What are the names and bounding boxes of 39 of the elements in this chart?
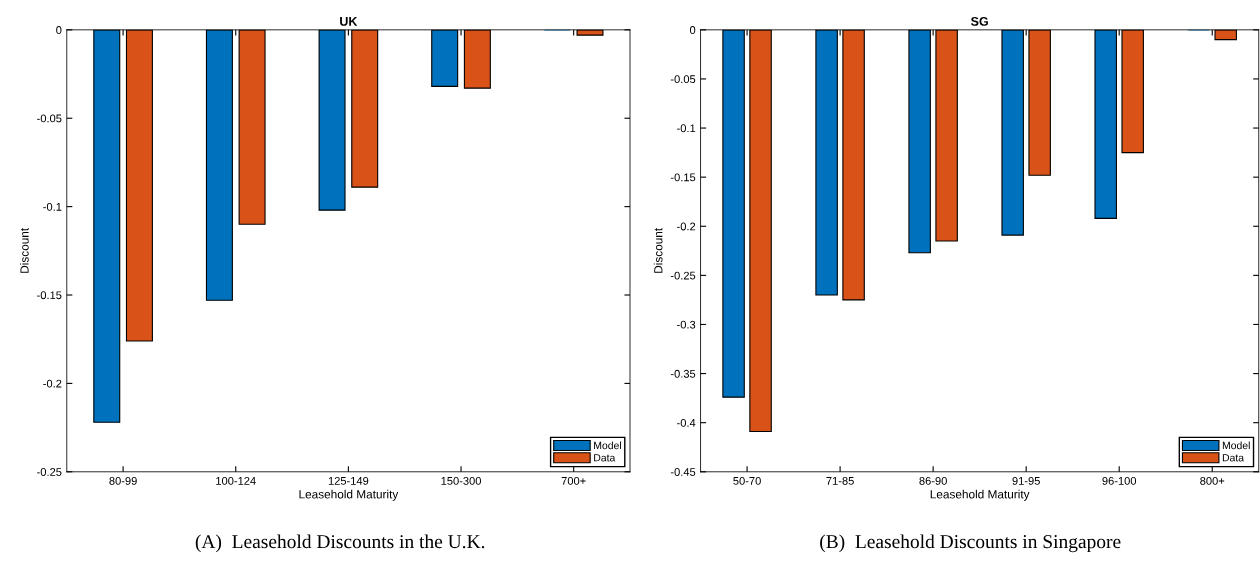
y-tick-label: -0.05 — [670, 75, 696, 84]
y-tick-label: -0.05 — [37, 114, 62, 123]
x-tick-label: 150-300 — [441, 476, 481, 485]
x-tick-label: 800+ — [1200, 476, 1225, 485]
y-tick-label: 0 — [56, 26, 62, 34]
x-tick-label: 71-85 — [826, 476, 854, 485]
y-tick-label: -0.1 — [43, 202, 62, 211]
x-tick-label: 86-90 — [919, 476, 947, 485]
x-axis-title: Leasehold Maturity — [930, 489, 1030, 501]
y-tick-label: -0.25 — [37, 468, 62, 476]
y-tick-label: -0.2 — [677, 222, 696, 231]
y-tick-label: -0.15 — [670, 173, 696, 182]
x-tick-label: 96-100 — [1102, 476, 1137, 485]
y-tick-label: -0.1 — [677, 124, 696, 133]
legend-label: Model — [1222, 441, 1250, 450]
y-tick-label: -0.2 — [43, 379, 62, 388]
x-axis-title: Leasehold Maturity — [299, 489, 399, 501]
legend-label: Data — [594, 454, 616, 462]
x-tick-label: 700+ — [561, 476, 586, 485]
y-tick-label: 0 — [689, 26, 696, 34]
y-tick-label: -0.45 — [670, 468, 696, 476]
chart-title: UK — [340, 17, 358, 26]
x-tick-label: 125-149 — [328, 476, 369, 485]
y-axis-title: Discount — [653, 227, 663, 273]
text: (A) Leasehold Discounts in the U.K. — [195, 534, 485, 553]
legend-label: Model — [594, 441, 621, 450]
y-tick-label: -0.4 — [677, 418, 696, 427]
y-tick-label: -0.3 — [677, 320, 696, 329]
x-tick-label: 80-99 — [109, 476, 137, 485]
y-axis-title: Discount — [20, 227, 29, 273]
y-tick-label: -0.15 — [37, 291, 62, 300]
text: (B) Leasehold Discounts in Singapore — [820, 534, 1121, 553]
y-tick-label: -0.35 — [670, 369, 696, 378]
x-tick-label: 91-95 — [1012, 476, 1040, 485]
y-tick-label: -0.25 — [670, 271, 696, 280]
x-tick-label: 100-124 — [216, 476, 256, 485]
chart-title: SG — [970, 16, 988, 26]
x-tick-label: 50-70 — [733, 476, 761, 485]
legend-label: Data — [1222, 454, 1245, 462]
